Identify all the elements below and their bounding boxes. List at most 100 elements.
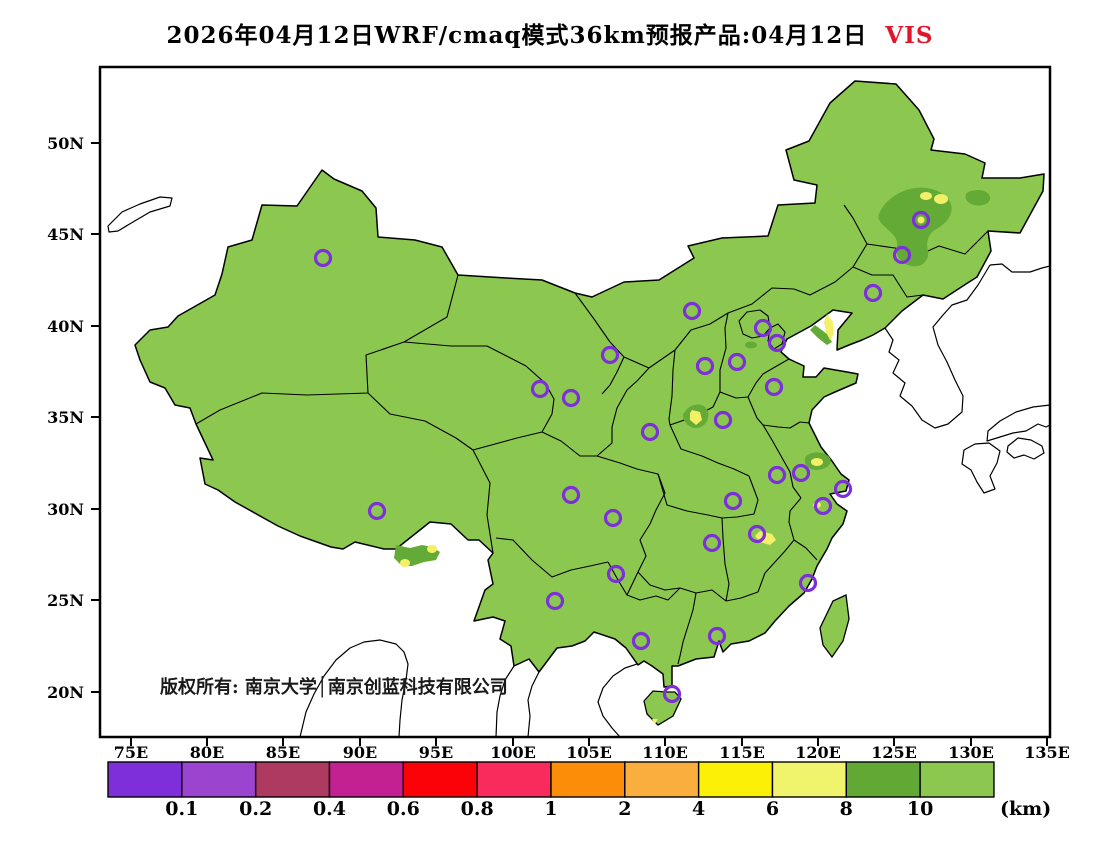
colorbar-cell	[550, 761, 626, 798]
vietnam-coast	[597, 663, 638, 737]
russia-coast	[989, 263, 1050, 273]
colorbar-cell	[919, 761, 995, 798]
city-marker	[640, 422, 660, 442]
patch-shanxi-yellow	[690, 410, 702, 425]
colorbar-tick-label: 10	[907, 798, 933, 820]
city-marker	[631, 631, 651, 651]
plot-frame	[98, 65, 1052, 739]
patch-harbin-yellow-dot	[917, 216, 925, 224]
city-marker	[791, 463, 811, 483]
patch-northeast-yellow-2	[934, 194, 948, 204]
lat-tick-label: 20N	[47, 683, 84, 702]
foreign-coastlines	[107, 196, 1050, 737]
city-marker	[561, 485, 581, 505]
city-marker	[367, 501, 387, 521]
lon-tick-label: 130E	[948, 743, 994, 762]
city-marker	[863, 283, 883, 303]
patch-tibet-yellow-2	[427, 545, 437, 553]
city-markers	[313, 210, 931, 704]
taiwan-island	[819, 594, 850, 659]
title-variable-vis: VIS	[885, 22, 934, 49]
colorbar-cell	[402, 761, 478, 798]
city-marker	[707, 626, 727, 646]
city-marker	[723, 491, 743, 511]
colorbar-cell	[476, 761, 552, 798]
title-text: 2026年04月12日WRF/cmaq模式36km预报产品:04月12日	[166, 22, 868, 49]
city-marker	[561, 388, 581, 408]
colorbar-tick-label: 6	[766, 798, 779, 820]
patch-hainan-yellow	[652, 719, 658, 724]
lon-tick-label: 100E	[490, 743, 536, 762]
city-marker	[682, 301, 702, 321]
lat-tick-label: 45N	[47, 225, 84, 244]
lon-tick-label: 125E	[871, 743, 917, 762]
patch-tianjin-dark	[745, 341, 757, 349]
colorbar-tick-label: 0.6	[387, 798, 420, 820]
colorbar-tick-label: 0.8	[461, 798, 494, 820]
city-marker	[603, 508, 623, 528]
lon-tick-label: 80E	[190, 743, 224, 762]
japan-island-a	[961, 442, 1001, 494]
lon-tick-label: 90E	[343, 743, 377, 762]
city-marker	[747, 524, 767, 544]
lon-tick-label: 95E	[419, 743, 453, 762]
city-marker	[767, 333, 787, 353]
patch-northeast-dark-2	[965, 189, 991, 206]
indochina-line-a	[527, 671, 540, 737]
patch-nanjing-yellow	[811, 458, 823, 466]
lat-tick-label: 35N	[47, 408, 84, 427]
colorbar-cell	[107, 761, 183, 798]
patch-bohai-yellow	[824, 314, 834, 340]
colorbar-tick-label: 0.4	[313, 798, 346, 820]
lon-tick-label: 120E	[795, 743, 841, 762]
colorbar-cell	[328, 761, 405, 798]
lon-tick-label: 105E	[566, 743, 612, 762]
city-marker	[892, 245, 912, 265]
city-marker	[911, 210, 931, 230]
patch-tibet-yellow-1	[400, 559, 410, 567]
korea-coast	[884, 264, 991, 429]
colorbar-unit-label: (km)	[1000, 798, 1051, 820]
colorbar-tick-label: 0.2	[239, 798, 272, 820]
japan-island-b	[1006, 437, 1045, 460]
bay-of-bengal-coast	[299, 639, 409, 737]
colorbar-cell	[181, 761, 257, 798]
visibility-colorbar: 0.1 0.2 0.4 0.6 0.8 1 2 4 6 8 10	[107, 761, 995, 820]
city-marker	[833, 479, 853, 499]
city-marker	[662, 684, 682, 704]
longitude-axis: 75E 80E 85E 90E 95E 100E 105E 110E 115E 120E 125E 1…	[114, 737, 1070, 762]
lat-tick-label: 40N	[47, 317, 84, 336]
visibility-patches	[394, 187, 991, 724]
colorbar-tick-label: 8	[840, 798, 853, 820]
patch-bohai-dark	[810, 325, 832, 345]
hainan-island	[643, 690, 682, 726]
city-marker	[545, 591, 565, 611]
page-title: 2026年04月12日WRF/cmaq模式36km预报产品:04月12日 VIS	[0, 16, 1100, 50]
lon-tick-label: 75E	[114, 743, 148, 762]
city-marker	[606, 564, 626, 584]
city-marker	[313, 248, 333, 268]
colorbar-cell	[254, 761, 331, 798]
colorbar-cell	[697, 761, 774, 798]
copyright-text: 版权所有: 南京大学│南京创蓝科技有限公司	[160, 676, 508, 698]
colorbar-tick-label: 2	[618, 798, 631, 820]
colorbar-cell	[771, 761, 847, 798]
city-marker	[530, 379, 550, 399]
lon-tick-label: 110E	[642, 743, 688, 762]
lon-tick-label: 85E	[266, 743, 300, 762]
lat-tick-label: 30N	[47, 500, 84, 519]
colorbar-cell	[845, 761, 921, 798]
colorbar-tick-label: 4	[692, 798, 705, 820]
colorbar-tick-label: 1	[544, 798, 557, 820]
city-marker	[600, 345, 620, 365]
lat-tick-label: 25N	[47, 591, 84, 610]
latitude-axis: 50N 45N 40N 35N 30N 25N 20N	[47, 134, 100, 702]
lake-balkhash	[107, 196, 173, 233]
patch-northeast-yellow-1	[920, 192, 932, 200]
colorbar-cell	[624, 761, 700, 798]
city-marker	[753, 318, 773, 338]
indochina-line-b	[495, 665, 515, 737]
lon-tick-label: 115E	[719, 743, 765, 762]
